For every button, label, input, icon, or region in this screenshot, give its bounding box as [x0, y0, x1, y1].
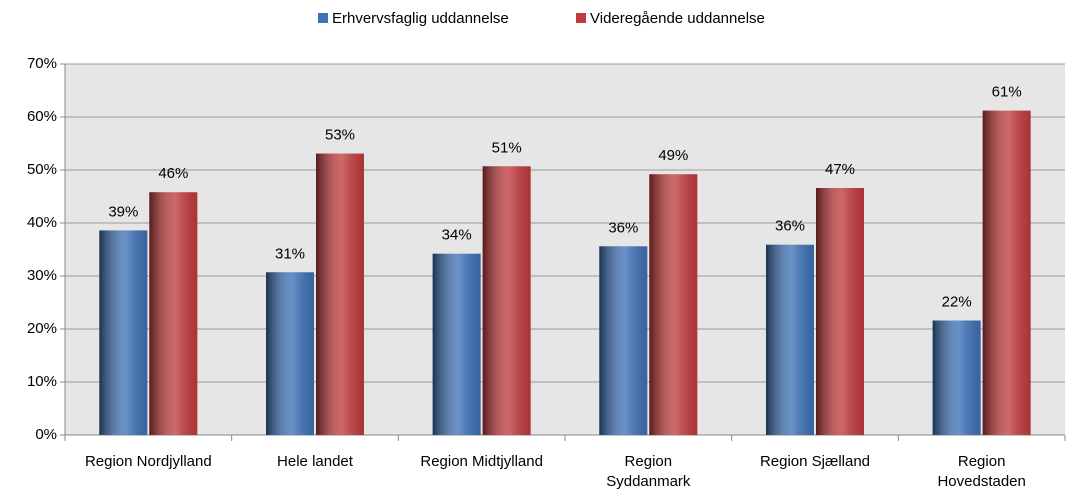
- x-tick-label: Hele landet: [277, 453, 353, 470]
- data-label: 51%: [492, 139, 522, 156]
- bar-shade: [932, 320, 981, 435]
- y-tick-label: 10%: [27, 373, 57, 390]
- data-label: 36%: [775, 218, 805, 235]
- y-tick-label: 0%: [35, 426, 57, 443]
- y-tick-label: 20%: [27, 320, 57, 337]
- bar-shade: [432, 253, 481, 435]
- bar-shade: [766, 244, 814, 435]
- data-label: 46%: [158, 165, 188, 182]
- data-label: 47%: [825, 161, 855, 178]
- legend-label: Erhvervsfaglig uddannelse: [332, 10, 509, 27]
- bar-shade: [316, 153, 364, 435]
- y-tick-label: 70%: [27, 55, 57, 72]
- legend-swatch: [576, 13, 586, 23]
- y-tick-label: 50%: [27, 161, 57, 178]
- data-label: 36%: [608, 219, 638, 236]
- data-label: 39%: [108, 203, 138, 220]
- bar-shade: [599, 246, 648, 435]
- y-tick-label: 40%: [27, 214, 57, 231]
- bar-shade: [99, 230, 148, 435]
- bar-shade: [482, 166, 531, 436]
- bar-shade: [266, 272, 314, 435]
- x-tick-label: Region Sjælland: [759, 453, 871, 470]
- y-tick-label: 30%: [27, 267, 57, 284]
- bar-shade: [816, 188, 864, 435]
- data-label: 34%: [442, 227, 472, 244]
- legend-label: Videregående uddannelse: [590, 10, 765, 27]
- data-label: 61%: [992, 84, 1022, 101]
- bar-shade: [649, 174, 698, 436]
- x-tick-label: Region Hovedstaden: [937, 453, 1026, 490]
- bar-shade: [149, 192, 198, 435]
- x-tick-label: Region Syddanmark: [606, 453, 691, 490]
- data-label: 22%: [942, 293, 972, 310]
- data-label: 53%: [325, 127, 355, 144]
- data-label: 31%: [275, 245, 305, 262]
- plot-area: [65, 64, 1065, 435]
- legend-swatch: [318, 13, 328, 23]
- y-tick-label: 60%: [27, 108, 57, 125]
- data-label: 49%: [658, 147, 688, 164]
- x-tick-label: Region Midtjylland: [420, 453, 543, 470]
- x-tick-label: Region Nordjylland: [84, 453, 212, 470]
- bar-shade: [982, 110, 1031, 435]
